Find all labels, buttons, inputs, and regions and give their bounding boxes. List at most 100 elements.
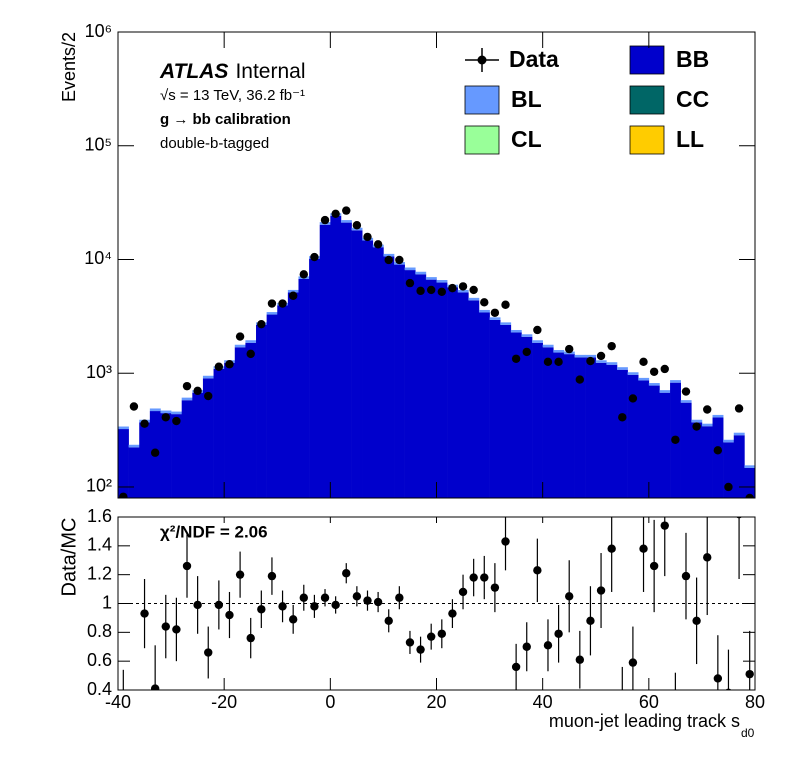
data-point xyxy=(671,435,680,444)
histogram-bar xyxy=(638,380,650,498)
histogram-bar xyxy=(149,408,161,412)
data-point xyxy=(554,357,563,367)
histogram-bar xyxy=(436,282,448,498)
x-tick-label: 60 xyxy=(639,692,659,712)
ratio-point xyxy=(299,593,308,602)
data-point xyxy=(214,362,224,371)
ratio-point xyxy=(395,593,404,602)
experiment: ATLAS xyxy=(159,60,228,83)
ratio-point xyxy=(522,642,531,651)
data-point xyxy=(331,209,340,219)
histogram-bar xyxy=(160,413,172,498)
histogram-bar xyxy=(330,215,342,498)
ratio-point xyxy=(681,571,691,581)
ratio-point xyxy=(480,573,489,582)
histogram-bar xyxy=(202,375,214,379)
data-point xyxy=(320,215,330,225)
histogram-bar xyxy=(128,444,140,448)
data-point xyxy=(543,357,553,367)
ratio-point xyxy=(565,592,574,601)
ratio-point xyxy=(575,655,585,664)
histogram-bar xyxy=(287,292,299,498)
legend-label: BL xyxy=(511,86,542,112)
histogram-bar xyxy=(616,367,628,370)
histogram-bar xyxy=(606,364,618,498)
data-point xyxy=(193,386,202,396)
histogram-bar xyxy=(712,417,724,498)
histogram-bar xyxy=(574,357,586,498)
ratio-point xyxy=(458,587,468,597)
data-point xyxy=(416,286,425,296)
data-point xyxy=(533,325,542,335)
data-point xyxy=(596,351,606,361)
histogram-bar xyxy=(616,369,628,498)
x-tick-label: 0 xyxy=(325,692,335,712)
ratio-point xyxy=(182,561,192,571)
data-point xyxy=(182,381,192,391)
data-point xyxy=(724,482,733,492)
data-point xyxy=(204,391,213,401)
histogram-bar xyxy=(521,336,533,498)
y-tick-label: 10⁵ xyxy=(85,134,112,154)
histogram-bar xyxy=(500,322,512,325)
data-point xyxy=(586,356,595,366)
ratio-point xyxy=(384,616,393,625)
histogram-bar xyxy=(500,324,512,498)
data-point xyxy=(660,364,669,374)
y-axis-title: Events/2 xyxy=(59,32,79,102)
histogram-bar xyxy=(362,240,374,498)
histogram-bar xyxy=(478,309,490,313)
ratio-point xyxy=(533,566,542,575)
ratio-point xyxy=(639,544,648,553)
histogram-bar xyxy=(425,277,437,280)
legend-label: LL xyxy=(676,126,704,152)
data-point xyxy=(480,298,489,307)
data-point xyxy=(129,402,139,411)
ratio-point xyxy=(246,633,255,643)
ratio-point xyxy=(426,632,436,641)
ratio-point xyxy=(331,600,340,610)
ratio-point xyxy=(278,602,287,611)
ratio-point xyxy=(172,625,181,634)
histogram-bar xyxy=(659,390,671,393)
y-tick-label: 1.2 xyxy=(87,563,112,583)
histogram-bar xyxy=(181,400,193,498)
histogram-bar xyxy=(436,280,448,283)
ratio-point xyxy=(288,615,298,624)
histogram-bar xyxy=(309,258,321,498)
data-point xyxy=(639,357,648,367)
histogram-bar xyxy=(574,354,586,358)
ratio-point xyxy=(267,571,277,581)
histogram-bar xyxy=(553,352,565,498)
histogram-bar xyxy=(744,467,755,498)
data-point xyxy=(437,287,447,296)
histogram-bar xyxy=(213,368,225,498)
x-tick-label: 80 xyxy=(745,692,765,712)
ratio-point xyxy=(448,609,457,618)
histogram-bar xyxy=(245,340,257,343)
data-point xyxy=(565,344,574,354)
y-tick-label: 10³ xyxy=(86,362,112,382)
histogram-bar xyxy=(585,357,597,498)
data-point xyxy=(246,349,255,359)
histogram-bar xyxy=(404,267,416,271)
histogram-bar xyxy=(340,220,352,223)
ratio-point xyxy=(628,658,638,667)
data-point xyxy=(469,285,478,295)
ratio-point xyxy=(586,616,595,625)
data-point xyxy=(161,413,170,422)
data-point xyxy=(522,347,531,357)
data-point xyxy=(140,419,149,428)
ratio-point xyxy=(618,692,626,700)
ratio-point xyxy=(416,645,425,654)
histogram-bar xyxy=(298,278,310,498)
histogram-bar xyxy=(521,334,533,337)
legend-label: CC xyxy=(676,86,709,112)
histogram-bar xyxy=(542,344,554,348)
histogram-bar xyxy=(723,442,735,498)
ratio-point xyxy=(214,600,224,610)
histogram-bar xyxy=(447,287,459,498)
data-point xyxy=(703,405,712,414)
data-point xyxy=(713,446,723,455)
ratio-point xyxy=(320,593,330,602)
